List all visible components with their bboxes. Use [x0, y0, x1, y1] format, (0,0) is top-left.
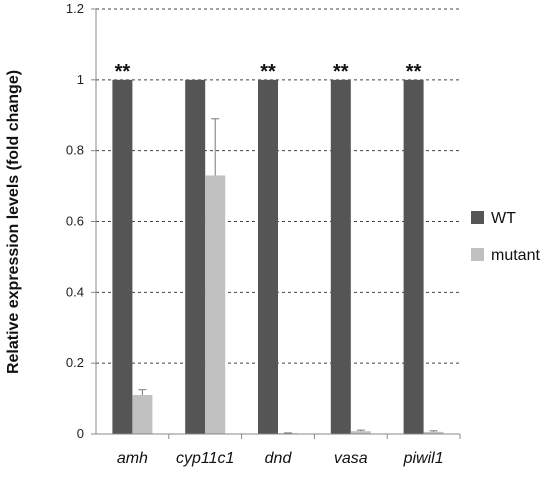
significance-marks: ** ** ** **	[115, 61, 422, 83]
y-tick-label: 0.8	[66, 143, 84, 158]
significance-mark: **	[260, 61, 276, 83]
y-tick-label: 1	[77, 72, 84, 87]
bars	[112, 79, 444, 435]
bar-mutant-vasa	[350, 431, 371, 434]
y-tick-label: 0.4	[66, 284, 84, 299]
legend-label-mutant: mutant	[491, 247, 540, 264]
x-tick-label: vasa	[334, 450, 368, 467]
y-tick-label: 0.2	[66, 355, 84, 370]
y-tick-label: 1.2	[66, 1, 84, 16]
y-axis-label: Relative expression levels (fold change)	[5, 70, 22, 374]
legend: WT mutant	[471, 210, 540, 264]
bar-mutant-amh	[132, 395, 153, 434]
bar-wt-amh	[112, 79, 133, 434]
significance-mark: **	[115, 61, 131, 83]
legend-swatch-mutant	[471, 248, 484, 261]
bar-mutant-cyp11c1	[205, 175, 226, 435]
bar-wt-piwil1	[403, 79, 424, 434]
legend-swatch-wt	[471, 211, 484, 224]
y-ticks: 0 0.2 0.4 0.6 0.8 1 1.2	[66, 1, 96, 441]
bar-wt-dnd	[258, 79, 278, 434]
x-tick-label: cyp11c1	[176, 450, 234, 467]
x-tick-label: piwil1	[403, 450, 444, 467]
bar-mutant-piwil1	[423, 431, 444, 434]
significance-mark: **	[333, 61, 349, 83]
x-tick-label: amh	[117, 450, 148, 467]
legend-label-wt: WT	[491, 210, 516, 227]
significance-mark: **	[406, 61, 422, 83]
x-ticks: amh cyp11c1 dnd vasa piwil1	[117, 434, 461, 467]
y-tick-label: 0.6	[66, 214, 84, 229]
bar-wt-cyp11c1	[185, 79, 206, 434]
x-tick-label: dnd	[265, 450, 293, 467]
y-tick-label: 0	[77, 426, 84, 441]
bar-wt-vasa	[330, 79, 351, 434]
